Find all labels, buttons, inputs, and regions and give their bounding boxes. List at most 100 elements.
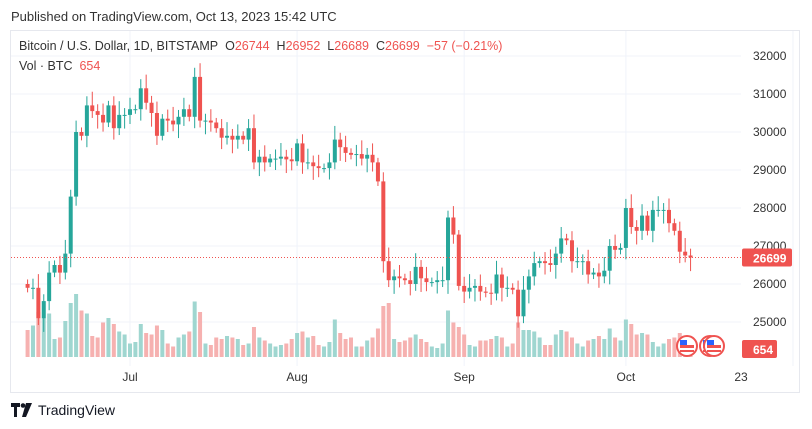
flag-stripe — [680, 350, 694, 352]
symbol-name: Bitcoin / U.S. Dollar, 1D, BITSTAMP — [19, 39, 219, 53]
volume-bar — [47, 313, 52, 357]
volume-bar — [149, 334, 154, 357]
volume-bar — [327, 342, 332, 357]
volume-bar — [343, 339, 348, 357]
volume-bar — [462, 334, 467, 357]
volume-bar — [532, 331, 537, 357]
published-note: Published on TradingView.com, Oct 13, 20… — [11, 9, 337, 24]
volume-bar — [483, 340, 488, 357]
candle-body — [348, 152, 353, 155]
candle-body — [543, 261, 548, 264]
volume-bar — [122, 334, 127, 357]
volume-bar — [311, 336, 316, 357]
volume-bar — [645, 334, 650, 357]
candle-body — [284, 156, 289, 160]
candle-body — [591, 272, 596, 275]
candle-body — [451, 217, 456, 235]
candle-body — [74, 132, 79, 197]
candle-body — [160, 118, 165, 136]
candle-body — [505, 287, 510, 289]
chart-frame[interactable] — [10, 30, 800, 393]
volume-bar — [386, 303, 391, 357]
candle-body — [327, 162, 332, 169]
candle-body — [402, 278, 407, 281]
volume-bar — [354, 346, 359, 357]
volume-legend: Vol · BTC 654 — [19, 59, 101, 73]
volume-bar — [251, 327, 256, 357]
candle-body — [435, 280, 440, 283]
footer-brand[interactable]: TradingView — [11, 402, 115, 418]
volume-bar — [214, 337, 219, 357]
candle-body — [57, 265, 62, 273]
candle-body — [370, 154, 375, 163]
candle-body — [111, 105, 116, 129]
volume-bar — [365, 340, 370, 357]
candle-body — [25, 284, 30, 288]
volume-bar — [472, 346, 477, 357]
candle-body — [95, 111, 100, 115]
volume-bar — [623, 319, 628, 357]
volume-bar — [316, 345, 321, 357]
candle-body — [208, 120, 213, 123]
volume-bar — [111, 324, 116, 357]
candle-body — [90, 105, 95, 112]
candle-body — [472, 285, 477, 288]
volume-bar — [537, 337, 542, 357]
volume-bar — [30, 325, 35, 357]
volume-bar — [289, 339, 294, 357]
volume-bar — [478, 340, 483, 357]
volume-bar — [446, 310, 451, 357]
candle-body — [30, 287, 35, 289]
candle-body — [629, 208, 634, 227]
volume-bar — [553, 334, 558, 357]
candle-body — [419, 266, 424, 279]
volume-bar — [241, 345, 246, 357]
volume-bar — [435, 348, 440, 357]
volume-bar — [526, 330, 531, 357]
volume-bar — [650, 342, 655, 357]
candle-body — [650, 209, 655, 231]
volume-bar — [419, 339, 424, 357]
candle-body — [133, 109, 138, 111]
candle-body — [623, 208, 628, 248]
candle-body — [338, 139, 343, 148]
candle-body — [187, 109, 192, 117]
volume-bar — [429, 346, 434, 357]
candle-body — [47, 272, 52, 302]
candle-body — [602, 270, 607, 277]
volume-bar — [397, 342, 402, 357]
volume-bar — [613, 337, 618, 357]
volume-bar — [559, 330, 564, 357]
flag-canton — [680, 340, 687, 345]
candle-body — [219, 128, 224, 138]
candle-body — [235, 135, 240, 140]
candle-body — [456, 234, 461, 286]
candle-body — [688, 255, 693, 258]
candle-body — [381, 181, 386, 262]
candle-body — [656, 209, 661, 211]
volume-bar — [510, 343, 515, 357]
candle-body — [101, 114, 106, 123]
volume-bar — [106, 318, 111, 357]
candle-body — [683, 251, 688, 256]
volume-bar — [144, 333, 149, 357]
volume-bar — [424, 342, 429, 357]
time-tick-label: Sep — [454, 370, 476, 384]
candle-body — [667, 209, 671, 224]
candle-body — [408, 280, 413, 284]
volume-bar — [499, 337, 504, 357]
candle-body — [537, 261, 542, 264]
candle-body — [613, 246, 618, 250]
candle-body — [289, 159, 294, 162]
volume-bar — [295, 333, 300, 357]
candle-body — [214, 122, 219, 129]
volume-bar — [154, 325, 159, 357]
candle-body — [41, 301, 46, 319]
volume-bar — [57, 337, 62, 357]
volume-bar — [192, 301, 197, 357]
candle-body — [154, 113, 159, 136]
candle-body — [198, 76, 203, 121]
candle-body — [300, 143, 305, 163]
volume-bar — [348, 337, 353, 357]
